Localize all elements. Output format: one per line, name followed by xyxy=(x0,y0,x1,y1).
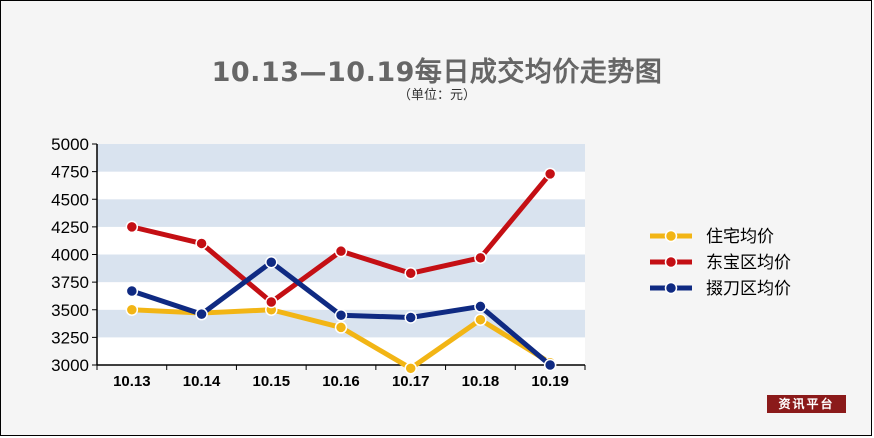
grid-band xyxy=(97,199,585,227)
data-point xyxy=(404,362,417,375)
data-point xyxy=(265,295,278,309)
data-point xyxy=(195,307,208,321)
y-tick-label: 3000 xyxy=(51,356,89,375)
grid-band xyxy=(97,254,585,283)
data-point xyxy=(265,255,278,269)
data-point xyxy=(125,284,139,298)
y-tick-label: 3750 xyxy=(51,273,89,292)
legend-marker xyxy=(664,281,678,295)
data-point xyxy=(125,220,139,234)
data-point xyxy=(334,244,348,258)
x-tick-label: 10.15 xyxy=(253,373,291,390)
x-tick-label: 10.13 xyxy=(113,373,151,390)
data-point xyxy=(404,267,417,280)
data-point xyxy=(543,358,557,372)
data-point xyxy=(195,237,208,250)
data-point xyxy=(334,309,348,322)
data-point xyxy=(474,300,487,313)
grid-band xyxy=(97,144,585,172)
data-point xyxy=(334,321,348,334)
y-tick-label: 5000 xyxy=(51,135,89,154)
legend-marker xyxy=(664,229,678,243)
y-tick-label: 4500 xyxy=(51,190,89,209)
legend-label: 住宅均价 xyxy=(706,227,774,247)
chart-subtitle: （单位：元） xyxy=(397,88,476,103)
x-tick-label: 10.17 xyxy=(392,373,430,390)
data-point xyxy=(474,251,487,265)
data-point xyxy=(404,311,417,324)
y-tick-label: 3500 xyxy=(51,301,89,320)
y-tick-label: 3250 xyxy=(51,328,89,347)
data-point xyxy=(474,313,487,326)
source-badge: 资讯平台 xyxy=(767,395,846,413)
data-point xyxy=(125,303,139,316)
y-tick-label: 4750 xyxy=(51,163,89,182)
grid-band xyxy=(97,337,585,365)
data-point xyxy=(543,167,557,181)
grid-band xyxy=(97,171,585,200)
x-tick-label: 10.16 xyxy=(322,373,360,390)
x-tick-label: 10.19 xyxy=(531,373,569,390)
y-tick-label: 4250 xyxy=(51,218,89,237)
y-tick-label: 4000 xyxy=(51,246,89,265)
legend-marker xyxy=(664,255,678,269)
chart-title: 10.13—10.19每日成交均价走势图 xyxy=(211,57,663,88)
legend-label: 东宝区均价 xyxy=(706,253,791,273)
x-tick-label: 10.14 xyxy=(183,373,221,390)
legend-label: 掇刀区均价 xyxy=(706,279,791,299)
x-tick-label: 10.18 xyxy=(462,373,500,390)
